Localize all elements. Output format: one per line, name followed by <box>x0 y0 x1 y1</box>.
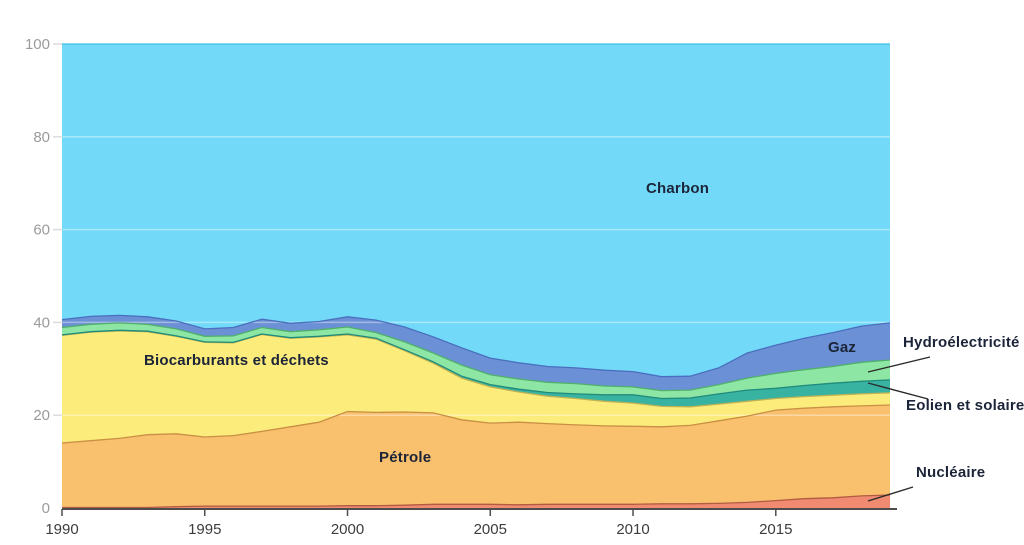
x-axis-label-2010: 2010 <box>616 521 649 538</box>
y-axis-label-20: 20 <box>33 407 50 424</box>
annotation-line-hydroelectricite <box>867 356 931 373</box>
x-axis-label-2000: 2000 <box>331 521 364 538</box>
edge-nucleaire <box>62 494 891 509</box>
area-biocarburants <box>62 330 890 443</box>
area-nucleaire <box>62 495 890 508</box>
edge-eolien_solaire <box>61 329 891 400</box>
y-axis-label-40: 40 <box>33 314 50 331</box>
annotation-label-eolien-solaire: Eolien et solaire <box>906 397 1024 414</box>
area-label-charbon: Charbon <box>646 180 710 197</box>
annotation-label-nucleaire: Nucléaire <box>916 464 986 481</box>
area-label-biocarburants: Biocarburants et déchets <box>144 352 329 369</box>
y-axis-label-80: 80 <box>33 129 50 146</box>
y-axis-label-100: 100 <box>25 36 50 53</box>
annotation-line-eolien-solaire <box>867 382 929 400</box>
x-axis-label-1990: 1990 <box>45 521 78 538</box>
y-axis-label-0: 0 <box>42 500 50 517</box>
annotation-line-nucleaire <box>867 486 914 502</box>
area-label-petrole: Pétrole <box>379 449 432 466</box>
edge-hydroelectricite <box>61 322 891 392</box>
edge-petrole <box>61 404 891 444</box>
area-label-gaz: Gaz <box>828 339 857 356</box>
x-axis-label-2005: 2005 <box>474 521 507 538</box>
edge-gaz <box>61 314 891 378</box>
annotation-label-hydroelectricite: Hydroélectricité <box>903 334 1020 351</box>
x-axis-label-2015: 2015 <box>759 521 792 538</box>
x-axis-label-1995: 1995 <box>188 521 221 538</box>
area-charbon <box>62 44 890 377</box>
y-axis-label-60: 60 <box>33 222 50 239</box>
